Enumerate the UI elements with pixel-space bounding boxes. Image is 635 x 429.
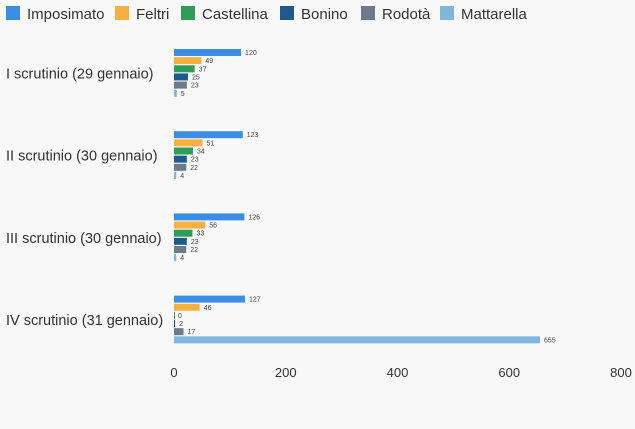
category-label-2: II scrutinio (30 gennaio) [6, 149, 158, 165]
bar-feltri-2[interactable] [174, 139, 203, 147]
bar-feltri-4[interactable] [174, 303, 200, 311]
data-label-mattarella-2: 4 [180, 173, 184, 180]
data-label-feltri-1: 49 [205, 58, 213, 65]
data-label-castellina-1: 37 [199, 66, 207, 73]
bar-rodota-4[interactable] [174, 328, 184, 336]
data-label-rodota-2: 22 [190, 165, 198, 172]
legend-swatch-castellina[interactable] [181, 6, 195, 20]
x-tick-label-0: 0 [170, 365, 177, 380]
legend-swatch-bonino[interactable] [280, 6, 294, 20]
data-label-mattarella-1: 5 [181, 91, 185, 98]
data-label-castellina-2: 34 [197, 149, 205, 156]
data-label-feltri-2: 51 [206, 140, 214, 147]
category-label-4: IV scrutinio (31 gennaio) [6, 313, 163, 329]
legend-label-feltri[interactable]: Feltri [136, 6, 169, 23]
bar-bonino-4[interactable] [174, 320, 176, 328]
data-label-imposimato-3: 126 [248, 214, 260, 221]
data-label-bonino-4: 2 [179, 321, 183, 328]
data-label-rodota-3: 22 [190, 247, 198, 254]
data-label-bonino-2: 23 [191, 157, 199, 164]
category-label-3: III scrutinio (30 gennaio) [6, 231, 162, 247]
data-label-imposimato-2: 123 [247, 132, 259, 139]
legend: Imposimato Feltri Castellina Bonino Rodotà Ma… [6, 6, 528, 23]
legend-swatch-mattarella[interactable] [440, 6, 454, 20]
bar-imposimato-2[interactable] [174, 131, 243, 139]
bar-imposimato-4[interactable] [174, 295, 245, 303]
data-label-bonino-1: 25 [192, 74, 200, 81]
data-label-mattarella-3: 4 [180, 255, 184, 262]
bar-castellina-4[interactable] [174, 311, 175, 319]
data-label-mattarella-4: 655 [544, 337, 556, 344]
data-label-imposimato-1: 120 [245, 50, 257, 57]
legend-swatch-imposimato[interactable] [6, 6, 20, 20]
bars: 1204937252351235134232241265633232241274… [174, 49, 556, 344]
x-axis: 0 200 400 600 800 [170, 365, 631, 380]
data-label-rodota-4: 17 [187, 329, 195, 336]
legend-label-bonino[interactable]: Bonino [301, 6, 348, 23]
data-label-castellina-4: 0 [178, 313, 182, 320]
bar-castellina-1[interactable] [174, 65, 195, 73]
legend-swatch-feltri[interactable] [115, 6, 129, 20]
x-tick-label-400: 400 [387, 365, 409, 380]
data-label-feltri-3: 56 [209, 223, 217, 230]
bar-mattarella-4[interactable] [174, 336, 540, 344]
bar-mattarella-1[interactable] [174, 89, 177, 97]
category-labels: I scrutinio (29 gennaio) II scrutinio (30… [6, 66, 163, 329]
bar-bonino-1[interactable] [174, 73, 188, 81]
legend-label-imposimato[interactable]: Imposimato [27, 6, 105, 23]
bar-imposimato-1[interactable] [174, 49, 242, 56]
legend-label-mattarella[interactable]: Mattarella [461, 6, 528, 23]
data-label-castellina-3: 33 [196, 231, 204, 238]
data-label-feltri-4: 46 [204, 305, 212, 312]
bar-rodota-1[interactable] [174, 81, 187, 89]
bar-feltri-1[interactable] [174, 57, 202, 65]
bar-rodota-3[interactable] [174, 246, 187, 253]
bar-castellina-3[interactable] [174, 229, 193, 237]
legend-swatch-rodota[interactable] [361, 6, 375, 20]
bar-rodota-2[interactable] [174, 163, 187, 171]
x-tick-label-600: 600 [498, 365, 520, 380]
bar-imposimato-3[interactable] [174, 213, 245, 221]
x-tick-label-800: 800 [610, 365, 632, 380]
legend-label-rodota[interactable]: Rodotà [382, 6, 431, 23]
bar-mattarella-2[interactable] [174, 171, 177, 179]
data-label-rodota-1: 23 [191, 83, 199, 90]
bar-castellina-2[interactable] [174, 147, 193, 155]
x-tick-label-200: 200 [275, 365, 297, 380]
legend-label-castellina[interactable]: Castellina [202, 6, 269, 23]
data-label-bonino-3: 23 [191, 239, 199, 246]
bar-bonino-2[interactable] [174, 155, 187, 163]
bar-bonino-3[interactable] [174, 237, 187, 245]
bar-mattarella-3[interactable] [174, 254, 177, 262]
category-label-1: I scrutinio (29 gennaio) [6, 66, 154, 82]
data-label-imposimato-4: 127 [249, 297, 261, 304]
bar-feltri-3[interactable] [174, 221, 206, 229]
